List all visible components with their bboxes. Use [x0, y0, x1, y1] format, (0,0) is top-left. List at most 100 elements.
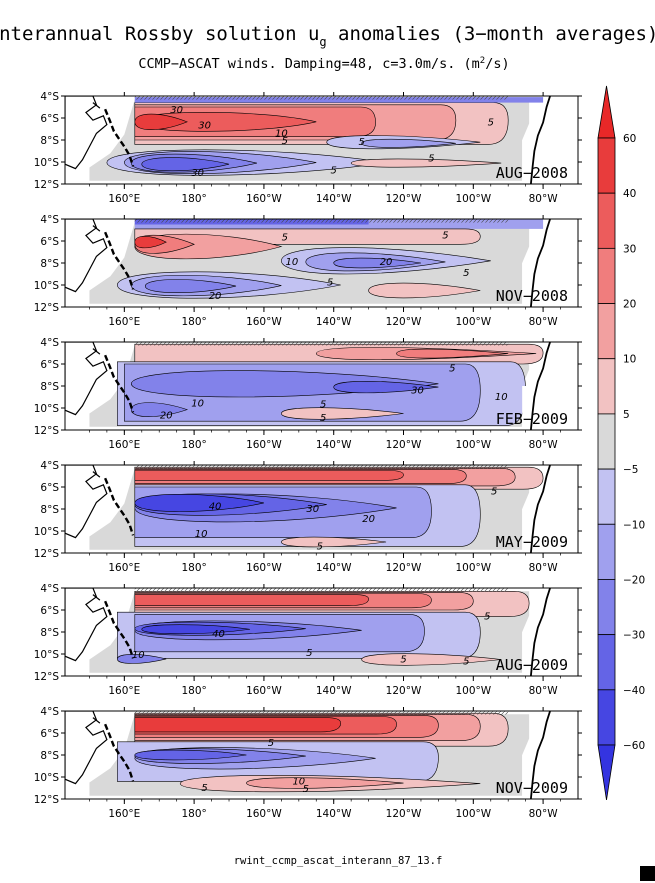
new-ireland-coastline [92, 471, 101, 478]
y-tick-label: 6°S [40, 359, 59, 371]
anomaly-pos-5 [281, 536, 387, 548]
x-tick-label: 80°W [529, 439, 559, 451]
x-tick-label: 180° [181, 439, 206, 451]
x-tick-label: 160°E [108, 439, 140, 451]
anomaly-neg-30 [141, 157, 230, 172]
x-tick-label: 80°W [529, 562, 559, 574]
colorbar-label: −30 [623, 630, 645, 642]
contour-label: 5 [320, 413, 326, 424]
contour-label: 10 [285, 257, 298, 268]
hatched-band [134, 342, 509, 346]
colorbar-label: 60 [623, 133, 636, 145]
solomon-islands [104, 600, 135, 659]
y-tick-label: 8°S [40, 135, 59, 147]
solomon-islands [104, 108, 135, 167]
panel-season-label: MAY−2009 [496, 533, 568, 551]
anomaly-pos-5 [368, 282, 481, 299]
south-america-coastline [529, 342, 551, 430]
anomaly-pos-40 [134, 113, 188, 130]
colorbar-label: 40 [623, 188, 636, 200]
figure-title: Interannual Rossby solution ug anomalies… [0, 23, 655, 49]
panel-2: 5 5 10 20 5 5 20 4°S 6°S 8°S 10°S 12°S 160°E 180° 160°… [34, 214, 582, 328]
x-tick-label: 100°W [455, 439, 491, 451]
contour-label: 5 [317, 541, 323, 552]
y-tick-label: 10°S [34, 157, 60, 169]
colorbar-bin [597, 192, 616, 249]
y-tick-label: 10°S [34, 526, 60, 538]
contour-label: 30 [191, 168, 204, 179]
contour-label: 5 [282, 233, 288, 244]
colorbar-bin [597, 247, 616, 304]
contour-label: 5 [484, 612, 490, 623]
panel-season-label: AUG−2009 [496, 656, 568, 674]
new-ireland-coastline [92, 102, 101, 109]
solomon-islands [104, 354, 135, 413]
anomaly-pos-5 [361, 653, 502, 666]
x-tick-label: 120°W [386, 562, 422, 574]
figure-subtitle: CCMP−ASCAT winds. Damping=48, c=3.0m/s. … [138, 56, 509, 72]
colorbar-label: −60 [623, 740, 645, 752]
plot-area: 5 5 10 20 5 5 20 [65, 219, 551, 307]
panel-3: 5 30 10 10 5 5 20 4°S 6°S 8°S 10°S 12°S 160°E 180° 160… [34, 337, 582, 451]
title-subscript: g [319, 35, 326, 49]
anomaly-pos-5 [350, 158, 502, 168]
colorbar-bin [597, 358, 616, 415]
anomaly-neg-40 [134, 493, 264, 512]
panel-5: 5 40 5 5 5 10 4°S 6°S 8°S 10°S 12°S 160°E 180° 160°W 1… [34, 583, 582, 697]
anomaly-neg-20 [117, 654, 167, 664]
contour-label: 5 [442, 230, 448, 241]
contour-label: 5 [463, 657, 469, 668]
anomaly-pos-30 [134, 594, 369, 606]
y-tick-label: 12°S [34, 302, 60, 314]
x-tick-label: 160°E [108, 562, 140, 574]
colorbar-bin [597, 579, 616, 636]
hatched-band [134, 711, 509, 715]
title-main: Interannual Rossby solution u [0, 23, 319, 45]
subtitle-main: CCMP−ASCAT winds. Damping=48, c=3.0m/s. … [138, 56, 479, 72]
colorbar-bin [597, 468, 616, 525]
y-tick-label: 8°S [40, 750, 59, 762]
panel-season-label: AUG−2008 [496, 164, 568, 182]
colorbar-bin [597, 634, 616, 691]
x-tick-label: 180° [181, 562, 206, 574]
contour-label: 5 [331, 166, 337, 177]
x-tick-label: 140°W [316, 439, 352, 451]
anomaly-pos-30 [134, 470, 404, 481]
new-ireland-coastline [92, 348, 101, 355]
contour-label: 10 [195, 529, 208, 540]
anomaly-neg-10 [361, 138, 456, 148]
anomaly-neg-20 [333, 257, 422, 269]
x-tick-label: 80°W [529, 193, 559, 205]
new-ireland-coastline [92, 594, 101, 601]
x-tick-label: 100°W [455, 562, 491, 574]
contour-label: 30 [198, 121, 211, 132]
new-guinea-coastline [65, 711, 108, 785]
anomaly-pos-40 [134, 236, 167, 249]
y-tick-label: 12°S [34, 179, 60, 191]
colorbar-label: 20 [623, 299, 636, 311]
south-america-coastline [529, 588, 551, 676]
y-tick-label: 10°S [34, 280, 60, 292]
y-tick-label: 4°S [40, 583, 59, 595]
contour-label: 5 [268, 738, 274, 749]
x-tick-label: 180° [181, 808, 206, 820]
contour-label: 5 [488, 117, 494, 128]
anomaly-neg-20 [144, 279, 237, 293]
y-tick-label: 10°S [34, 649, 60, 661]
anomaly-pos-5 [281, 407, 404, 420]
y-tick-label: 6°S [40, 728, 59, 740]
x-tick-label: 160°W [246, 562, 282, 574]
plot-area: 5 30 10 10 5 5 20 [65, 342, 551, 430]
subtitle-end: /s) [485, 56, 509, 72]
colorbar-bottom-arrow [597, 744, 616, 801]
y-tick-label: 8°S [40, 381, 59, 393]
subtitle-superscript: 2 [480, 56, 485, 66]
y-tick-label: 6°S [40, 482, 59, 494]
colorbar-bin [597, 137, 616, 194]
colorbar-label: −20 [623, 574, 645, 586]
anomaly-pos-30 [134, 112, 317, 132]
x-tick-label: 160°E [108, 193, 140, 205]
x-tick-label: 140°W [316, 562, 352, 574]
